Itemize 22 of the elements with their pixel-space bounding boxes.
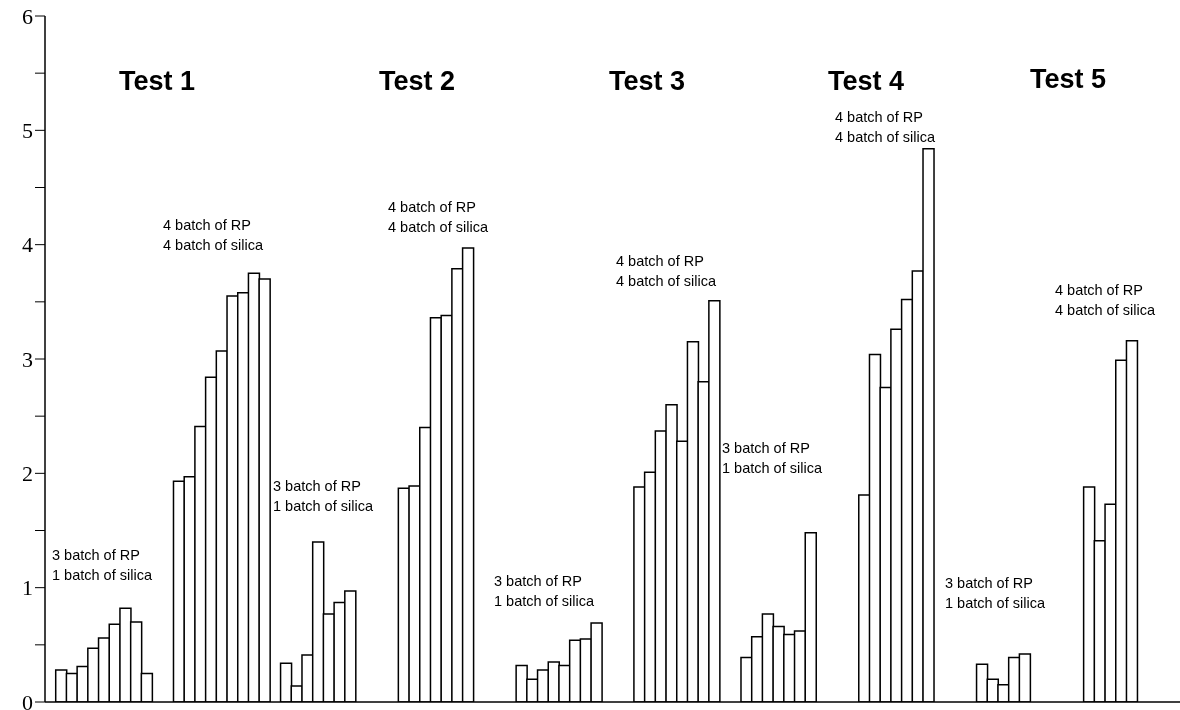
annotation: 3 batch of RP 1 batch of silica — [945, 575, 1046, 611]
annotation: Test 4 — [827, 66, 905, 96]
annotation: 4 batch of RP 4 batch of silica — [388, 199, 489, 235]
annotation: 3 batch of RP 1 batch of silica — [52, 547, 153, 583]
annotation: 4 batch of RP 4 batch of silica — [835, 109, 936, 145]
annotation: 4 batch of RP 4 batch of silica — [163, 217, 264, 253]
y-tick-label: 2 — [22, 461, 33, 487]
y-tick-label: 5 — [22, 118, 33, 144]
annotation: Test 3 — [608, 66, 686, 96]
y-tick-label: 4 — [22, 232, 33, 258]
annotation: 3 batch of RP 1 batch of silica — [494, 573, 595, 609]
y-tick-label: 3 — [22, 346, 33, 372]
annotation: 3 batch of RP 1 batch of silica — [273, 478, 374, 514]
annotation: 4 batch of RP 4 batch of silica — [616, 253, 717, 289]
y-tick-label: 1 — [22, 575, 33, 601]
annotation: Test 5 — [1029, 64, 1107, 94]
annotation: 4 batch of RP 4 batch of silica — [1055, 282, 1156, 318]
annotation: Test 1 — [118, 66, 196, 96]
annotation: 3 batch of RP 1 batch of silica — [722, 440, 823, 476]
annotation: Test 2 — [378, 66, 456, 96]
y-tick-label: 0 — [22, 689, 33, 710]
y-tick-label: 6 — [22, 3, 33, 29]
